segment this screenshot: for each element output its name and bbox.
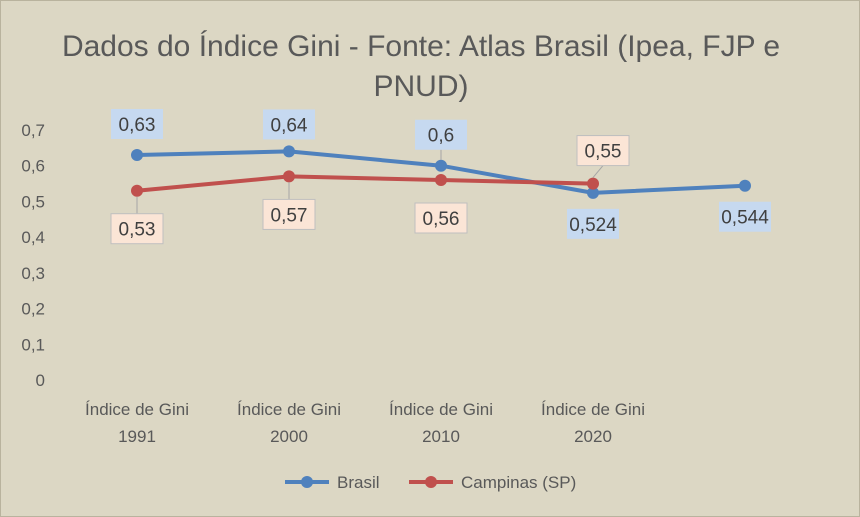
data-point — [131, 184, 143, 197]
data-point — [587, 177, 599, 190]
data-label: 0,524 — [569, 215, 617, 236]
y-tick-label: 0,7 — [21, 121, 45, 140]
x-tick-label: 2010 — [422, 427, 460, 446]
data-point — [131, 149, 143, 161]
data-point — [435, 174, 447, 186]
data-point — [283, 145, 295, 158]
data-label-box — [415, 119, 467, 150]
data-label-box — [414, 202, 468, 234]
x-tick-label: Índice de Gini — [85, 400, 189, 419]
data-label: 0,64 — [271, 115, 308, 136]
label-leader-line — [592, 165, 604, 178]
data-label: 0,53 — [119, 220, 156, 241]
data-label-box — [111, 109, 163, 139]
legend-swatch-marker — [425, 476, 437, 488]
y-tick-label: 0 — [36, 371, 45, 390]
data-labels: 0,63 0,64 0,6 0,524 0,544 0,53 0,57 0,56 0,55 — [110, 109, 771, 245]
chart-title: Dados do Índice Gini - Fonte: Atlas Bras… — [61, 30, 781, 103]
data-label-box — [263, 109, 315, 140]
data-label: 0,57 — [271, 205, 308, 226]
data-label-box — [110, 213, 164, 245]
x-tick-label: 2020 — [574, 427, 612, 446]
x-tick-label: Índice de Gini — [541, 400, 645, 419]
y-tick-label: 0,2 — [21, 300, 45, 319]
data-point — [587, 186, 599, 199]
y-tick-label: 0,6 — [21, 157, 45, 176]
legend-label: Brasil — [337, 473, 380, 492]
legend-label: Campinas (SP) — [461, 473, 576, 492]
x-axis: Índice de Gini 1991 Índice de Gini 2000 Índi… — [85, 400, 645, 446]
data-label-box — [576, 135, 630, 167]
y-tick-label: 0,1 — [21, 335, 45, 354]
data-label: 0,55 — [585, 142, 622, 163]
x-tick-label: Índice de Gini — [237, 400, 341, 419]
x-tick-label: Índice de Gini — [389, 400, 493, 419]
y-tick-label: 0,5 — [21, 192, 45, 211]
data-label: 0,544 — [721, 208, 769, 229]
y-tick-label: 0,3 — [21, 264, 45, 283]
y-axis: 0 0,1 0,2 0,3 0,4 0,5 0,6 0,7 — [21, 121, 45, 390]
legend-swatch-marker — [301, 476, 313, 488]
series-lines — [131, 145, 751, 199]
data-label: 0,6 — [428, 126, 454, 147]
x-tick-label: 1991 — [118, 427, 156, 446]
legend: Brasil Campinas (SP) — [285, 473, 576, 492]
y-tick-label: 0,4 — [21, 228, 45, 247]
series-line — [136, 174, 594, 193]
x-tick-label: 2000 — [270, 427, 308, 446]
data-label-box — [262, 198, 316, 230]
data-label: 0,56 — [423, 209, 460, 230]
data-label: 0,63 — [119, 115, 156, 136]
data-point — [435, 159, 447, 172]
data-point — [283, 170, 295, 183]
data-label-box — [567, 208, 619, 239]
data-point — [739, 179, 751, 192]
data-label-box — [719, 201, 771, 232]
